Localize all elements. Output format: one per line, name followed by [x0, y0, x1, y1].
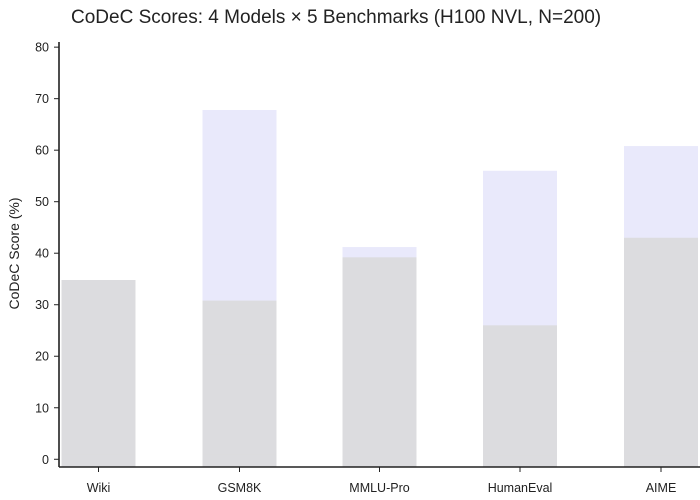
x-tick-label: AIME	[646, 481, 677, 495]
bar-s4-wiki	[61, 454, 136, 467]
bar-s3-humaneval	[483, 372, 557, 467]
y-tick-label: 80	[35, 41, 49, 55]
y-tick-label: 50	[35, 195, 49, 209]
x-tick-label: Wiki	[87, 481, 111, 495]
axes-layer	[54, 42, 700, 472]
y-axis-label: CoDeC Score (%)	[6, 197, 22, 309]
y-tick-label: 20	[35, 350, 49, 364]
labels-layer: 0 10 20 30 40 50 60 70 80 Wiki GSM8K MMLU-Pro HumanE…	[6, 41, 676, 495]
y-tick-label: 70	[35, 92, 49, 106]
bar-s4-gsm8k	[202, 454, 277, 467]
y-tick-label: 30	[35, 298, 49, 312]
x-tick-label: HumanEval	[488, 481, 553, 495]
y-tick-label: 60	[35, 144, 49, 158]
bar-s3-mmlu-pro	[342, 330, 417, 467]
bar-s4-aime	[624, 455, 698, 467]
bars-layer	[61, 110, 698, 467]
bar-s4-humaneval	[483, 455, 557, 467]
bar-s3-wiki	[61, 307, 136, 467]
y-tick-label: 10	[35, 401, 49, 415]
bar-s3-aime	[624, 351, 698, 467]
x-tick-label: GSM8K	[218, 481, 262, 495]
bar-s3-gsm8k	[202, 354, 277, 467]
y-tick-label: 0	[42, 453, 49, 467]
x-tick-label: MMLU-Pro	[349, 481, 409, 495]
chart-title: CoDeC Scores: 4 Models × 5 Benchmarks (H…	[71, 7, 602, 28]
y-tick-label: 40	[35, 247, 49, 261]
bar-s4-mmlu-pro	[342, 456, 417, 467]
